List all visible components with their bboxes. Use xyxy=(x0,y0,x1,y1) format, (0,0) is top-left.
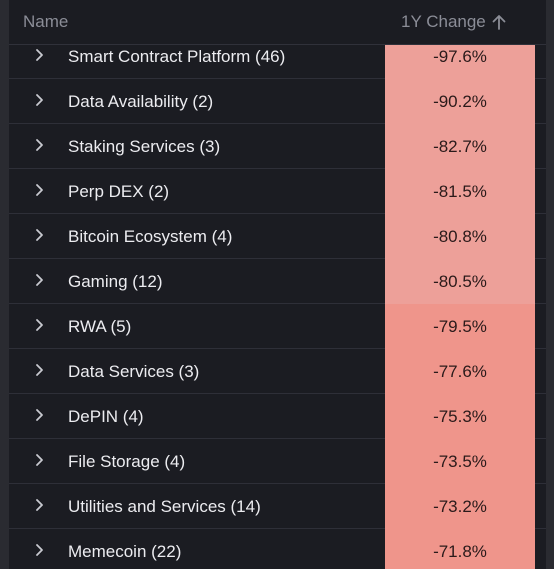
change-cell: -77.6% xyxy=(385,349,535,394)
chevron-right-icon[interactable] xyxy=(34,543,44,557)
change-value: -97.6% xyxy=(433,47,487,66)
category-name: Data Services (3) xyxy=(68,362,200,381)
table-row[interactable]: Memecoin (22) -71.8% xyxy=(9,529,546,569)
chevron-right-icon[interactable] xyxy=(34,93,44,107)
change-value: -77.6% xyxy=(433,362,487,381)
change-value: -73.2% xyxy=(433,497,487,516)
change-cell: -80.5% xyxy=(385,259,535,304)
table-row[interactable]: Utilities and Services (14) -73.2% xyxy=(9,484,546,529)
chevron-right-icon[interactable] xyxy=(34,228,44,242)
chevron-right-icon[interactable] xyxy=(34,498,44,512)
change-value: -90.2% xyxy=(433,92,487,111)
change-cell: -81.5% xyxy=(385,169,535,214)
category-name: Gaming (12) xyxy=(68,272,163,291)
chevron-right-icon[interactable] xyxy=(34,183,44,197)
table-row[interactable]: Gaming (12) -80.5% xyxy=(9,259,546,304)
table-row[interactable]: Bitcoin Ecosystem (4) -80.8% xyxy=(9,214,546,259)
category-name: Smart Contract Platform (46) xyxy=(68,47,286,66)
change-cell: -73.2% xyxy=(385,484,535,529)
arrow-up-icon[interactable] xyxy=(492,14,506,30)
change-cell: -82.7% xyxy=(385,124,535,169)
name-column-header[interactable]: Name xyxy=(23,12,69,31)
chevron-right-icon[interactable] xyxy=(34,318,44,332)
change-value: -80.8% xyxy=(433,227,487,246)
chevron-right-icon[interactable] xyxy=(34,453,44,467)
change-cell: -73.5% xyxy=(385,439,535,484)
table-header: Name 1Y Change xyxy=(9,0,546,45)
change-cell: -80.8% xyxy=(385,214,535,259)
category-name: RWA (5) xyxy=(68,317,132,336)
table-row[interactable]: Data Services (3) -77.6% xyxy=(9,349,546,394)
change-value: -79.5% xyxy=(433,317,487,336)
change-column-header[interactable]: 1Y Change xyxy=(401,12,506,32)
chevron-right-icon[interactable] xyxy=(34,138,44,152)
change-value: -80.5% xyxy=(433,272,487,291)
table-body: Smart Contract Platform (46) -97.6% Data A… xyxy=(9,34,546,569)
change-cell: -75.3% xyxy=(385,394,535,439)
table-row[interactable]: Perp DEX (2) -81.5% xyxy=(9,169,546,214)
table-row[interactable]: RWA (5) -79.5% xyxy=(9,304,546,349)
change-value: -75.3% xyxy=(433,407,487,426)
category-name: DePIN (4) xyxy=(68,407,144,426)
category-name: Perp DEX (2) xyxy=(68,182,170,201)
change-column-label: 1Y Change xyxy=(401,12,486,31)
category-name: Staking Services (3) xyxy=(68,137,221,156)
category-name: Data Availability (2) xyxy=(68,92,214,111)
change-cell: -90.2% xyxy=(385,79,535,124)
chevron-right-icon[interactable] xyxy=(34,273,44,287)
change-value: -73.5% xyxy=(433,452,487,471)
change-value: -71.8% xyxy=(433,542,487,561)
category-name: Utilities and Services (14) xyxy=(68,497,261,516)
chevron-right-icon[interactable] xyxy=(34,408,44,422)
change-value: -82.7% xyxy=(433,137,487,156)
chevron-right-icon[interactable] xyxy=(34,48,44,62)
table-row[interactable]: DePIN (4) -75.3% xyxy=(9,394,546,439)
change-cell: -79.5% xyxy=(385,304,535,349)
change-cell: -71.8% xyxy=(385,529,535,569)
category-name: File Storage (4) xyxy=(68,452,186,471)
table-row[interactable]: Staking Services (3) -82.7% xyxy=(9,124,546,169)
category-name: Bitcoin Ecosystem (4) xyxy=(68,227,233,246)
chevron-right-icon[interactable] xyxy=(34,363,44,377)
category-name: Memecoin (22) xyxy=(68,542,182,561)
change-value: -81.5% xyxy=(433,182,487,201)
table-row[interactable]: Data Availability (2) -90.2% xyxy=(9,79,546,124)
frame-right xyxy=(546,0,554,569)
frame-left xyxy=(0,0,9,569)
table-row[interactable]: File Storage (4) -73.5% xyxy=(9,439,546,484)
